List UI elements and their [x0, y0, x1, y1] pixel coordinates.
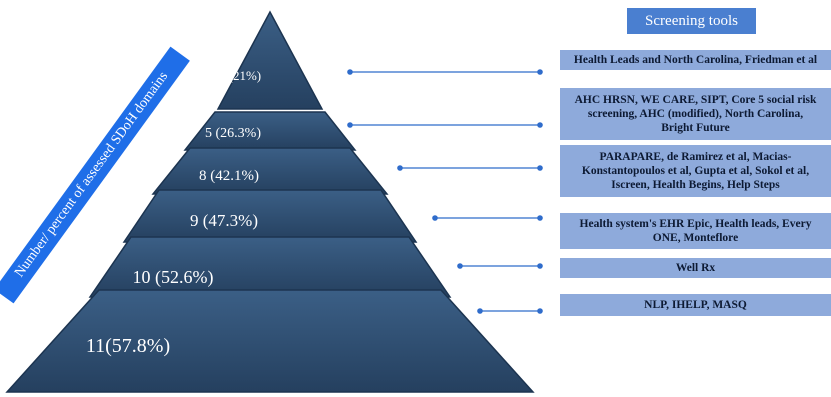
pyramid-tier-2 — [183, 111, 357, 151]
connector-dot-4-end — [537, 215, 543, 221]
connector-dot-5-start — [457, 263, 463, 269]
tool-box-2: AHC HRSN, WE CARE, SIPT, Core 5 social r… — [560, 88, 831, 140]
connector-dot-1-start — [347, 69, 353, 75]
pyramid-tier-label-6: 11(57.8%) — [86, 335, 170, 357]
connector-dot-3-end — [537, 165, 543, 171]
tool-box-6: NLP, IHELP, MASQ — [560, 294, 831, 316]
screening-tools-header: Screening tools — [627, 8, 756, 34]
pyramid-tier-label-3: 8 (42.1%) — [199, 168, 259, 184]
connector-dot-6-start — [477, 308, 483, 314]
pyramid-tier-6 — [5, 289, 535, 393]
tool-box-1: Health Leads and North Carolina, Friedma… — [560, 50, 831, 70]
pyramid-tier-4 — [122, 189, 418, 243]
connector-dot-3-start — [397, 165, 403, 171]
pyramid-tier-label-1: 4 (21%) — [219, 68, 261, 83]
pyramid-tier-5 — [88, 236, 452, 298]
connector-dot-4-start — [432, 215, 438, 221]
pyramid-tier-label-5: 10 (52.6%) — [133, 267, 214, 288]
pyramid-tier-1 — [216, 10, 324, 110]
connector-dot-2-start — [347, 122, 353, 128]
connector-dot-6-end — [537, 308, 543, 314]
pyramid-tier-3 — [151, 147, 389, 195]
connector-dot-2-end — [537, 122, 543, 128]
tool-box-5: Well Rx — [560, 258, 831, 278]
pyramid-tier-label-2: 5 (26.3%) — [205, 126, 261, 141]
tool-box-4: Health system's EHR Epic, Health leads, … — [560, 213, 831, 249]
tool-box-3: PARAPARE, de Ramirez et al, Macias- Kons… — [560, 145, 831, 197]
pyramid-tier-label-4: 9 (47.3%) — [190, 211, 258, 230]
connector-dot-5-end — [537, 263, 543, 269]
connector-dot-1-end — [537, 69, 543, 75]
